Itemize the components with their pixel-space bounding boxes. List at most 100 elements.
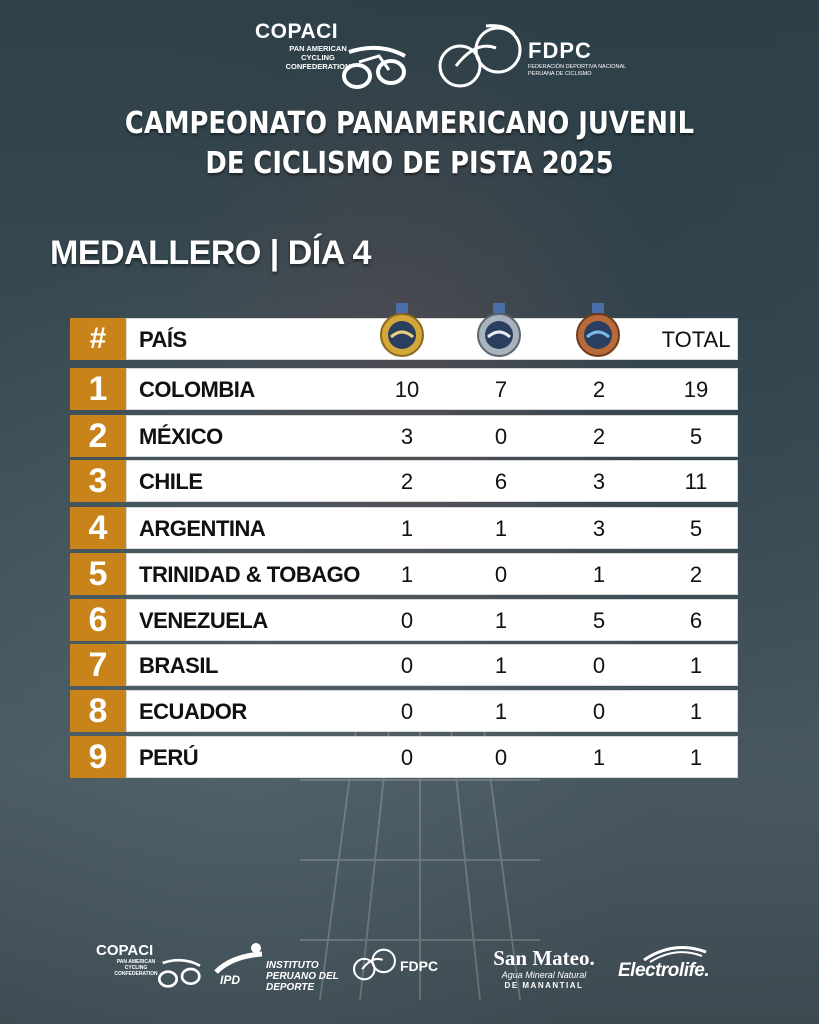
sponsor-ipd-name: INSTITUTO PERUANO DEL DEPORTE — [266, 960, 339, 993]
row-gold: 3 — [400, 424, 414, 449]
row-rank: 7 — [70, 644, 126, 686]
table-row: 7 BRASIL 0 1 0 1 — [70, 644, 738, 686]
row-bronze: 1 — [592, 745, 606, 770]
table-row: 2 MÉXICO 3 0 2 5 — [70, 415, 738, 457]
row-silver: 0 — [494, 745, 508, 770]
silver-medal-icon — [477, 303, 521, 357]
row-country: BRASIL — [139, 653, 218, 678]
row-bronze: 2 — [592, 424, 606, 449]
row-silver: 0 — [494, 424, 508, 449]
page-subtitle: MEDALLERO | DÍA 4 — [50, 234, 371, 272]
row-bronze: 5 — [592, 608, 606, 633]
table-row: 9 PERÚ 0 0 1 1 — [70, 736, 738, 778]
sponsor-sanmateo-tagline: Agua Mineral Natural — [501, 970, 587, 980]
row-bronze: 0 — [592, 699, 606, 724]
row-gold: 10 — [394, 377, 420, 402]
row-country: MÉXICO — [139, 424, 223, 449]
row-gold: 2 — [400, 469, 414, 494]
background-velodrome-decoration — [300, 700, 540, 1000]
row-cells: ECUADOR 0 1 0 1 — [126, 690, 738, 732]
row-total: 11 — [684, 469, 708, 494]
sponsor-logos: COPACI PAN AMERICAN CYCLING CONFEDERATIO… — [0, 940, 819, 1000]
row-total: 1 — [689, 699, 703, 724]
row-bronze: 2 — [592, 377, 606, 402]
row-bronze: 3 — [592, 469, 606, 494]
row-bronze: 3 — [592, 516, 606, 541]
row-rank: 8 — [70, 690, 126, 732]
row-silver: 7 — [494, 377, 508, 402]
row-total: 5 — [689, 516, 703, 541]
row-silver: 1 — [494, 516, 508, 541]
sponsor-fdpc-logo: FDPC — [352, 940, 462, 996]
table-row: 8 ECUADOR 0 1 0 1 — [70, 690, 738, 732]
fdpc-logo-name: FDPC — [528, 38, 592, 63]
sponsor-fdpc-name: FDPC — [400, 958, 439, 974]
row-cells: CHILE 2 6 3 11 — [126, 460, 738, 502]
row-country: PERÚ — [139, 745, 199, 770]
row-silver: 1 — [494, 653, 508, 678]
table-row: 6 VENEZUELA 0 1 5 6 — [70, 599, 738, 641]
bronze-medal-icon — [576, 303, 620, 357]
page-title-line-1: CAMPEONATO PANAMERICANO JUVENIL — [124, 106, 695, 141]
row-cells: MÉXICO 3 0 2 5 — [126, 415, 738, 457]
row-bronze: 0 — [592, 653, 606, 678]
row-country: COLOMBIA — [139, 377, 255, 402]
table-row: 1 COLOMBIA 10 7 2 19 — [70, 368, 738, 410]
row-total: 1 — [689, 653, 703, 678]
row-silver: 1 — [494, 608, 508, 633]
row-rank: 5 — [70, 553, 126, 595]
row-total: 2 — [689, 562, 703, 587]
sponsor-electrolife-name: Electrolife. — [618, 960, 710, 981]
ipd-runner-icon: IPD — [214, 943, 263, 986]
row-cells: ARGENTINA 1 1 3 5 — [126, 507, 738, 549]
row-gold: 0 — [400, 699, 414, 724]
row-gold: 1 — [400, 562, 414, 587]
table-row: 3 CHILE 2 6 3 11 — [70, 460, 738, 502]
bicycle-icon — [158, 958, 201, 988]
row-cells: TRINIDAD & TOBAGO 1 0 1 2 — [126, 553, 738, 595]
row-cells: VENEZUELA 0 1 5 6 — [126, 599, 738, 641]
page-title: CAMPEONATO PANAMERICANO JUVENIL DE CICLI… — [57, 104, 761, 184]
fdpc-logo-subtitle: FEDERACIÓN DEPORTIVA NACIONAL PERUANA DE… — [528, 64, 627, 77]
row-cells: PERÚ 0 0 1 1 — [126, 736, 738, 778]
gold-medal-icon — [380, 303, 424, 357]
row-country: VENEZUELA — [139, 608, 268, 633]
fdpc-cyclist-icon — [438, 24, 522, 88]
header-total: TOTAL — [661, 327, 731, 352]
header-country: PAÍS — [139, 327, 187, 352]
sponsor-sanmateo-tagline-2: DE MANANTIAL — [504, 981, 584, 990]
row-country: CHILE — [139, 469, 203, 494]
row-country: ECUADOR — [139, 699, 247, 724]
sponsor-copaci-subtitle: PAN AMERICAN CYCLING CONFEDERATION — [114, 959, 158, 977]
row-rank: 4 — [70, 507, 126, 549]
sponsor-sanmateo-name: San Mateo. — [493, 946, 595, 970]
row-gold: 1 — [400, 516, 414, 541]
row-cells: BRASIL 0 1 0 1 — [126, 644, 738, 686]
row-gold: 0 — [400, 653, 414, 678]
row-gold: 0 — [400, 608, 414, 633]
row-total: 19 — [683, 377, 709, 402]
row-silver: 1 — [494, 699, 508, 724]
row-rank: 6 — [70, 599, 126, 641]
sponsor-sanmateo-logo: San Mateo. Agua Mineral Natural DE MANAN… — [482, 940, 612, 996]
fdpc-logo: FDPC FEDERACIÓN DEPORTIVA NACIONAL PERUA… — [436, 20, 626, 96]
copaci-logo: COPACI PAN AMERICAN CYCLING CONFEDERATIO… — [255, 20, 415, 96]
row-gold: 0 — [400, 745, 414, 770]
header-rank: # — [70, 318, 126, 360]
copaci-logo-subtitle: PAN AMERICAN CYCLING CONFEDERATION — [285, 44, 351, 71]
page-title-line-2: DE CICLISMO DE PISTA 2025 — [205, 146, 614, 181]
table-header-row: # PAÍS TOTAL — [70, 303, 738, 360]
row-bronze: 1 — [592, 562, 606, 587]
bicycle-icon — [342, 45, 406, 89]
row-total: 1 — [689, 745, 703, 770]
sponsor-electrolife-logo: Electrolife. — [618, 940, 728, 996]
ipd-short-label: IPD — [220, 973, 240, 986]
row-total: 6 — [689, 608, 703, 633]
copaci-logo-name: COPACI — [255, 20, 339, 43]
table-row: 4 ARGENTINA 1 1 3 5 — [70, 507, 738, 549]
fdpc-cyclist-icon — [353, 948, 396, 981]
row-silver: 0 — [494, 562, 508, 587]
row-total: 5 — [689, 424, 703, 449]
row-rank: 2 — [70, 415, 126, 457]
row-cells: COLOMBIA 10 7 2 19 — [126, 368, 738, 410]
